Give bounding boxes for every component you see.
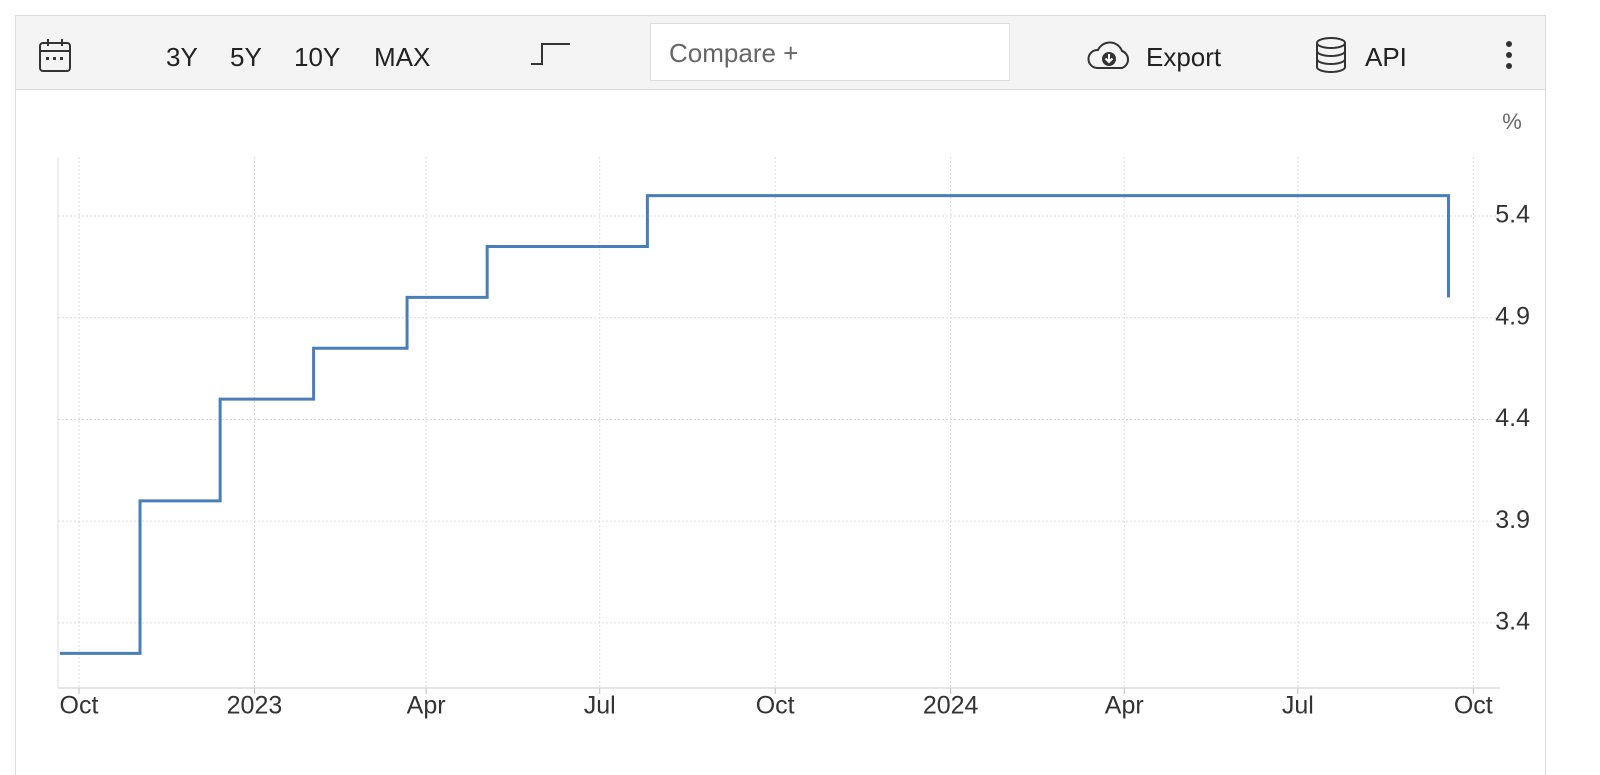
x-tick-label: Apr: [1105, 692, 1144, 720]
range-button[interactable]: 10Y: [294, 42, 341, 72]
x-tick-label: Oct: [756, 692, 795, 720]
export-button[interactable]: Export: [1146, 42, 1222, 72]
x-tick-label: 2024: [923, 692, 979, 720]
y-tick-label: 4.4: [1495, 404, 1530, 432]
chart-frame: 3Y 5Y 10Y MAX Compare + Export API: [15, 15, 1546, 775]
compare-input[interactable]: Compare +: [650, 23, 1010, 81]
menu-icon[interactable]: [1504, 40, 1514, 72]
api-icon[interactable]: [1314, 36, 1348, 74]
y-tick-label: 5.4: [1495, 201, 1530, 229]
toolbar: 3Y 5Y 10Y MAX Compare + Export API: [16, 16, 1545, 90]
y-tick-label: 3.4: [1495, 608, 1530, 636]
calendar-icon[interactable]: [38, 38, 72, 74]
x-tick-label: Apr: [407, 692, 446, 720]
export-icon[interactable]: [1086, 40, 1132, 72]
x-tick-label: Oct: [1454, 692, 1493, 720]
x-tick-label: 2023: [227, 692, 283, 720]
x-tick-label: Jul: [584, 692, 616, 720]
range-button[interactable]: MAX: [374, 42, 431, 72]
range-button[interactable]: 3Y: [166, 42, 198, 72]
range-button[interactable]: 5Y: [230, 42, 262, 72]
x-tick-label: Oct: [60, 692, 99, 720]
api-button[interactable]: API: [1365, 42, 1407, 72]
y-tick-label: 3.9: [1495, 506, 1530, 534]
y-tick-label: 4.9: [1495, 302, 1530, 330]
x-tick-label: Jul: [1282, 692, 1314, 720]
step-icon[interactable]: [530, 40, 572, 66]
series-line: [59, 194, 1450, 655]
unit-label: %: [1502, 109, 1522, 134]
